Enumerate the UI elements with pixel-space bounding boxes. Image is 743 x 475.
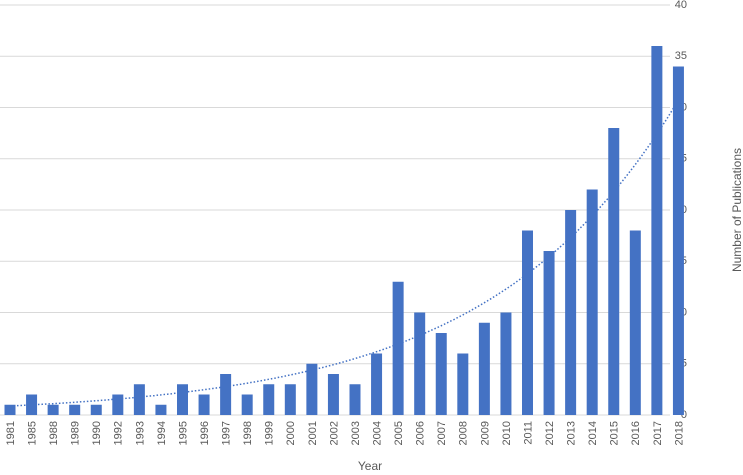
bar — [629, 230, 641, 415]
x-tick-label: 1994 — [156, 421, 168, 445]
x-tick-label: 1988 — [48, 421, 60, 445]
x-tick-label: 1985 — [26, 421, 38, 445]
bar — [241, 394, 253, 415]
bar — [327, 374, 339, 415]
x-tick-label: 2002 — [328, 421, 340, 445]
x-tick-label: 1990 — [91, 421, 103, 445]
y-tick-label: 40 — [675, 0, 687, 11]
bar — [500, 312, 512, 415]
bar — [392, 281, 404, 415]
bar — [349, 384, 361, 415]
x-tick-label: 2006 — [415, 421, 427, 445]
x-tick-label: 1996 — [199, 421, 211, 445]
bar — [47, 404, 59, 415]
bar — [177, 384, 188, 415]
bar — [220, 374, 232, 415]
x-tick-label: 2000 — [285, 421, 297, 445]
x-tick-label: 2001 — [307, 421, 319, 445]
x-tick-label: 1993 — [134, 421, 146, 445]
bar — [69, 404, 81, 415]
bar — [457, 353, 469, 415]
bar — [263, 384, 275, 415]
bar — [414, 312, 426, 415]
x-tick-label: 2005 — [393, 421, 405, 445]
bar — [133, 384, 145, 415]
bar — [155, 404, 167, 415]
bar — [198, 394, 210, 415]
x-axis-title: Year — [358, 459, 382, 473]
x-tick-label: 2011 — [522, 421, 534, 445]
bar — [112, 394, 124, 415]
x-tick-label: 1998 — [242, 421, 254, 445]
bar — [672, 66, 684, 415]
x-tick-label: 2012 — [544, 421, 556, 445]
x-tick-label: 2008 — [458, 421, 470, 445]
x-tick-label: 1997 — [221, 421, 233, 445]
bar — [371, 353, 383, 415]
bar — [478, 322, 490, 415]
bar — [435, 333, 447, 415]
x-tick-label: 2004 — [371, 421, 383, 445]
bar — [4, 404, 16, 415]
x-tick-label: 2003 — [350, 421, 362, 445]
x-tick-label: 2014 — [587, 421, 599, 445]
x-tick-label: 2013 — [566, 421, 578, 445]
x-tick-label: 2007 — [436, 421, 448, 445]
bar — [543, 251, 555, 415]
x-tick-label: 1981 — [5, 421, 17, 445]
x-tick-label: 2010 — [501, 421, 513, 445]
bar — [651, 46, 663, 415]
bar — [522, 230, 533, 415]
bar — [608, 128, 620, 415]
x-tick-label: 2017 — [652, 421, 664, 445]
trendline — [9, 99, 680, 407]
bar — [565, 210, 577, 415]
bar — [90, 404, 102, 415]
bar — [586, 189, 598, 415]
x-tick-label: 1999 — [264, 421, 276, 445]
bar — [284, 384, 296, 415]
y-axis-title: Number of Publications — [730, 148, 743, 272]
bar — [306, 363, 318, 415]
x-tick-label: 2016 — [630, 421, 642, 445]
y-tick-label: 35 — [675, 50, 687, 62]
x-tick-label: 2009 — [479, 421, 491, 445]
x-tick-label: 2018 — [673, 421, 685, 445]
x-tick-label: 1989 — [70, 421, 82, 445]
x-tick-label: 1992 — [113, 421, 125, 445]
x-tick-label: 2015 — [609, 421, 621, 445]
x-tick-label: 1995 — [177, 421, 189, 445]
